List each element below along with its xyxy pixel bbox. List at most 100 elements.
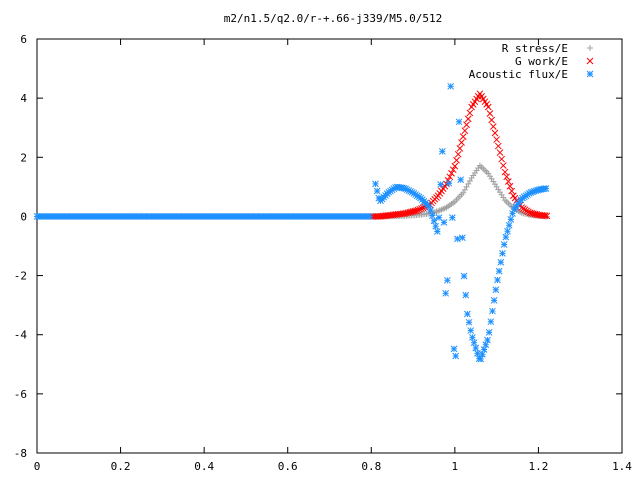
data-point [438,148,446,155]
data-point [467,327,475,334]
legend-marker [587,45,593,51]
data-point [418,205,425,212]
y-tick-label: -6 [14,388,27,401]
x-tick-label: 0.2 [111,460,131,473]
data-point [541,212,549,220]
data-point [489,307,496,315]
data-point [507,216,515,223]
y-tick-label: -8 [14,447,27,460]
data-point [496,149,504,156]
data-point [454,150,462,158]
y-tick-label: 0 [20,210,27,223]
data-point [470,339,478,347]
data-point [446,173,454,181]
data-point [465,318,473,326]
x-tick-label: 0 [34,460,41,473]
data-point [491,129,499,137]
data-point [488,116,495,124]
data-point [543,212,551,220]
data-point [414,206,422,214]
plot-frame [36,38,623,454]
data-marks [33,82,551,363]
data-point [454,235,461,243]
data-point [464,310,471,318]
data-point [443,180,450,188]
data-point [487,318,495,326]
y-tick-label: 2 [20,151,27,164]
legend-marker [586,70,594,78]
data-point [493,136,500,143]
data-point [501,168,509,176]
axes: 0 0.2 0.4 0.6 0.8 1 1.2 1.4 6 4 2 0 -2 -4 -6 -8 [14,33,633,473]
data-point [504,227,511,235]
data-point [484,103,492,111]
data-point [445,179,453,187]
x-tick-label: 1.2 [528,460,548,473]
data-point [459,234,466,242]
data-point [458,139,465,146]
data-point [464,115,472,123]
data-point [494,276,501,284]
data-point [440,218,448,226]
data-point [499,162,507,169]
chart-title: m2/n1.5/q2.0/r-+.66-j339/M5.0/512 [224,12,443,25]
data-point [498,155,506,163]
data-point [461,127,469,135]
data-point [459,133,467,140]
data-point [437,181,445,188]
legend-label: G work/E [515,55,568,68]
data-point [413,207,420,215]
series-2 [33,82,550,363]
data-point [462,291,470,299]
data-point [497,258,505,266]
x-tick-label: 0.8 [361,460,381,473]
data-point [443,276,451,284]
data-point [466,109,474,117]
data-point [490,297,498,304]
data-point [463,121,470,129]
data-point [460,272,468,280]
legend-marker [586,57,594,65]
data-point [500,241,508,248]
y-tick-label: -2 [14,270,27,283]
data-point [494,142,502,150]
data-point [506,182,514,190]
legend-label: Acoustic flux/E [469,68,568,81]
data-point [499,250,506,257]
data-point [430,217,438,225]
data-point [492,286,500,294]
data-point [419,204,427,212]
data-point [489,123,497,130]
legend-label: R stress/E [502,42,568,55]
data-point [469,334,476,341]
data-point [542,185,550,192]
x-tick-label: 0.4 [194,460,214,473]
data-point [373,187,381,195]
data-point [457,176,465,184]
x-tick-label: 0.6 [278,460,298,473]
data-point [485,328,493,336]
data-point [366,213,373,220]
data-point [502,233,510,241]
data-point [448,169,455,177]
data-point [452,352,460,360]
data-point [482,341,490,349]
data-point [495,267,503,275]
data-point [448,214,456,221]
data-point [451,162,459,170]
data-point [484,336,491,344]
data-point [504,178,512,185]
data-point [450,345,458,353]
y-tick-label: 4 [20,92,27,105]
data-point [433,228,441,235]
data-point [472,344,480,352]
y-tick-label: 6 [20,33,27,46]
data-point [449,166,457,174]
data-point [447,82,455,90]
data-point [486,110,494,117]
data-point [505,221,513,229]
data-point [416,205,424,213]
data-point [503,173,511,181]
